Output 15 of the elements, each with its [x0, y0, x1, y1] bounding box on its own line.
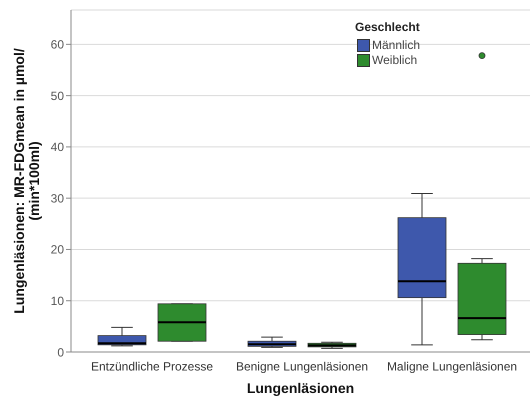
x-tick-label: Benigne Lungenläsionen [236, 360, 368, 374]
y-tick-label: 50 [50, 88, 64, 103]
y-tick-label: 30 [50, 191, 64, 206]
y-tick-label: 40 [50, 140, 64, 154]
x-axis-title: Lungenläsionen [246, 380, 354, 396]
x-tick-label: Entzündliche Prozesse [90, 360, 214, 374]
legend-label: Weiblich [372, 53, 418, 68]
y-tick-label: 20 [50, 242, 64, 257]
legend-label: Männlich [372, 38, 420, 53]
y-tick-label: 10 [50, 294, 64, 308]
legend-title: Geschlecht [355, 20, 420, 35]
y-tick-label: 0 [57, 345, 64, 360]
x-tick-label: Maligne Lungenläsionen [386, 360, 518, 374]
y-axis-title: Lungenläsionen: MR-FDGmean in µmol/ (min*100ml) [11, 48, 42, 314]
y-tick-label: 60 [50, 38, 64, 52]
